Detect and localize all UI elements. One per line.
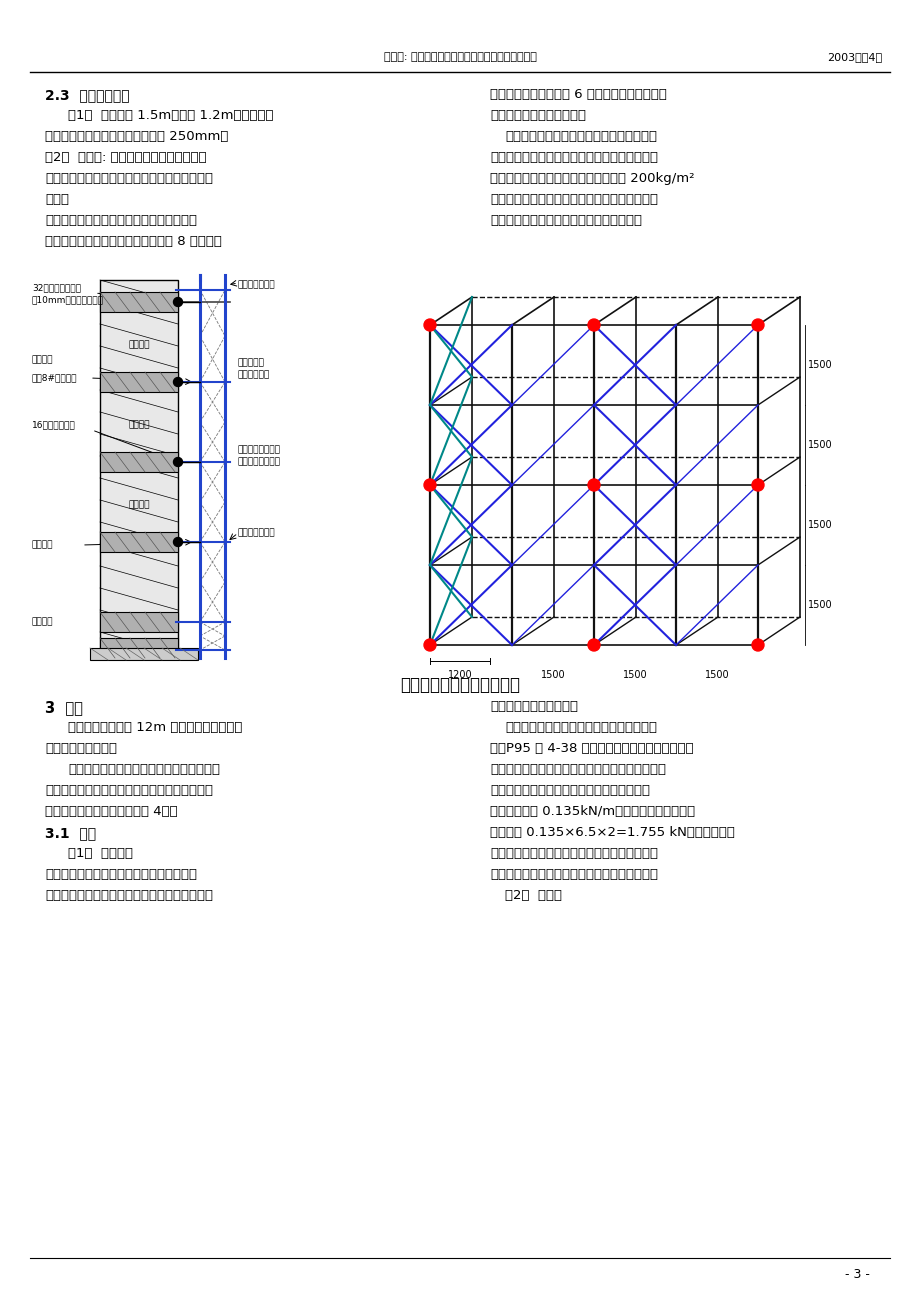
Text: 间竖向断开（不传力），故计算只按段考虑，下: 间竖向断开（不传力），故计算只按段考虑，下	[45, 784, 213, 797]
Text: 室内吊顶: 室内吊顶	[128, 421, 150, 430]
Text: 16螺栓作连墙点: 16螺栓作连墙点	[32, 421, 75, 428]
Text: 室内吊顶: 室内吊顶	[128, 341, 150, 349]
Text: 1500: 1500	[807, 600, 832, 611]
Text: 钟世原: 保利大厦外装修改造工程外脚手架设计方案: 钟世原: 保利大厦外装修改造工程外脚手架设计方案	[383, 52, 536, 62]
Circle shape	[751, 319, 763, 331]
Text: 放置荷载，确保作业层施工荷载不大于 200kg/m²: 放置荷载，确保作业层施工荷载不大于 200kg/m²	[490, 172, 694, 185]
Text: - 3 -: - 3 -	[845, 1268, 869, 1281]
Circle shape	[174, 538, 182, 547]
Text: 1500: 1500	[704, 671, 729, 680]
Text: 只能有一层操作层: 只能有一层操作层	[238, 457, 280, 466]
Bar	[100, 372, 177, 392]
Text: 1500: 1500	[540, 671, 564, 680]
Text: 册》P95 表 4-38 或《建筑施工扣件式钢管脚手架: 册》P95 表 4-38 或《建筑施工扣件式钢管脚手架	[490, 742, 693, 755]
Text: 角处加设横向支撑（之字形），间隔 8 跨布置剪: 角处加设横向支撑（之字形），间隔 8 跨布置剪	[45, 234, 221, 247]
Text: 三层以上架体：由于各段（每两层一段）之: 三层以上架体：由于各段（每两层一段）之	[68, 763, 220, 776]
Text: 安全技术规范》（以下简称《扣件规范》），可知: 安全技术规范》（以下简称《扣件规范》），可知	[490, 763, 665, 776]
Circle shape	[424, 639, 436, 651]
Circle shape	[587, 639, 599, 651]
Text: 的用量计算更小，因为《建筑施工脚手架实用手: 的用量计算更小，因为《建筑施工脚手架实用手	[490, 848, 657, 861]
Text: 每段立杆间断开: 每段立杆间断开	[238, 529, 276, 536]
Text: 铺密目安全网: 铺密目安全网	[238, 370, 270, 379]
Circle shape	[587, 319, 599, 331]
Text: 室内吊顶: 室内吊顶	[32, 540, 53, 549]
Text: 架结构的主要构件：立杆、纵横向水平杆、支撑: 架结构的主要构件：立杆、纵横向水平杆、支撑	[45, 889, 213, 902]
Circle shape	[174, 457, 182, 466]
Bar	[100, 452, 177, 473]
Text: 双股8#钢丝绞绳: 双股8#钢丝绞绳	[32, 372, 77, 381]
Text: 体内只能有一个作业层，同时作业层内不得集中: 体内只能有一个作业层，同时作业层内不得集中	[490, 151, 657, 164]
Bar	[90, 648, 198, 660]
Text: 32螺栓藏在吊顶内: 32螺栓藏在吊顶内	[32, 283, 81, 292]
Text: 一连结点外，再在架体中部每隔一跨设置一刚性: 一连结点外，再在架体中部每隔一跨设置一刚性	[45, 172, 213, 185]
Circle shape	[424, 479, 436, 491]
Text: 3.1  荷载: 3.1 荷载	[45, 825, 96, 840]
Text: 室内吊顶: 室内吊顶	[32, 355, 53, 365]
Text: 轴力标准值为 0.135kN/m，因此一跨架体的结构: 轴力标准值为 0.135kN/m，因此一跨架体的结构	[490, 805, 695, 818]
Text: 可，不用进行计算。: 可，不用进行计算。	[45, 742, 117, 755]
Circle shape	[751, 639, 763, 651]
Text: 2.3  架体搭设参数: 2.3 架体搭设参数	[45, 89, 130, 102]
Text: 室内吊顶: 室内吊顶	[32, 617, 53, 626]
Text: 外架使用时必须进行严格控制，确保每段架: 外架使用时必须进行严格控制，确保每段架	[505, 130, 656, 143]
Text: 杆件及连接它们的扣件。: 杆件及连接它们的扣件。	[490, 700, 577, 713]
Circle shape	[424, 319, 436, 331]
Bar	[100, 533, 177, 552]
Text: 剪力墙处脚手架搭设示意图: 剪力墙处脚手架搭设示意图	[400, 676, 519, 694]
Text: （1）  永久荷载: （1） 永久荷载	[68, 848, 133, 861]
Text: 主要是脚手架的结构自重，它包括组成脚手: 主要是脚手架的结构自重，它包括组成脚手	[45, 868, 197, 881]
Text: 荷载取值），同时不得使用小车进行运输。: 荷载取值），同时不得使用小车进行运输。	[490, 214, 641, 227]
Text: 连墙。: 连墙。	[45, 193, 69, 206]
Text: 立杆内侧满: 立杆内侧满	[238, 358, 265, 367]
Text: 架体结构自重，按《建筑施工脚手架实用手: 架体结构自重，按《建筑施工脚手架实用手	[505, 721, 656, 734]
Circle shape	[587, 479, 599, 491]
Text: 自重应为 0.135×6.5×2=1.755 kN（按实际材料: 自重应为 0.135×6.5×2=1.755 kN（按实际材料	[490, 825, 734, 838]
Text: 面就一跨架体进行分析（见图 4）：: 面就一跨架体进行分析（见图 4）：	[45, 805, 177, 818]
Bar	[100, 638, 177, 658]
Text: 3  计算: 3 计算	[45, 700, 83, 715]
Bar	[100, 280, 177, 655]
Text: 室内吊顶: 室内吊顶	[128, 500, 150, 509]
Text: （2）  活荷载: （2） 活荷载	[505, 889, 562, 902]
Text: 1500: 1500	[622, 671, 647, 680]
Text: 1500: 1500	[807, 519, 832, 530]
Text: 1500: 1500	[807, 359, 832, 370]
Text: 一个柱距范围的每米高脚手架结构自重产生的: 一个柱距范围的每米高脚手架结构自重产生的	[490, 784, 650, 797]
Text: （按《建筑施工脚手架实用手册》要求的装修用: （按《建筑施工脚手架实用手册》要求的装修用	[490, 193, 657, 206]
Text: （2）  连墙件: 除每根立杆位置处上下各有: （2） 连墙件: 除每根立杆位置处上下各有	[45, 151, 207, 164]
Text: 必须采用搭接，不得对接。: 必须采用搭接，不得对接。	[490, 109, 585, 122]
Text: 高均分为两步，内立杆距建筑外皮 250mm。: 高均分为两步，内立杆距建筑外皮 250mm。	[45, 130, 228, 143]
Text: 册》表中考虑的是各种支撑均全部加上的情况）: 册》表中考虑的是各种支撑均全部加上的情况）	[490, 868, 657, 881]
Text: （1）  立杆柱距 1.5m、排距 1.2m、步距按层: （1） 立杆柱距 1.5m、排距 1.2m、步距按层	[68, 109, 273, 122]
Bar	[100, 612, 177, 631]
Bar	[100, 292, 177, 312]
Text: 套10mm厚板并加双螺帽: 套10mm厚板并加双螺帽	[32, 296, 104, 303]
Text: 三层以下的架体仅 12m 左右，按构造搭设即: 三层以下的架体仅 12m 左右，按构造搭设即	[68, 721, 242, 734]
Circle shape	[751, 479, 763, 491]
Text: 1200: 1200	[448, 671, 471, 680]
Text: 为使架体能有较好的整体性，每隔六跨及转: 为使架体能有较好的整体性，每隔六跨及转	[45, 214, 197, 227]
Circle shape	[174, 378, 182, 387]
Text: 2003年第4期: 2003年第4期	[826, 52, 881, 62]
Text: 每段立杆间断开: 每段立杆间断开	[238, 280, 276, 289]
Circle shape	[174, 297, 182, 306]
Text: 刀撑，每剪刀撑道跨越 6 根立杆设置。所有立杆: 刀撑，每剪刀撑道跨越 6 根立杆设置。所有立杆	[490, 89, 666, 102]
Text: 1500: 1500	[807, 440, 832, 450]
Text: 两层为一段每段内: 两层为一段每段内	[238, 445, 280, 454]
